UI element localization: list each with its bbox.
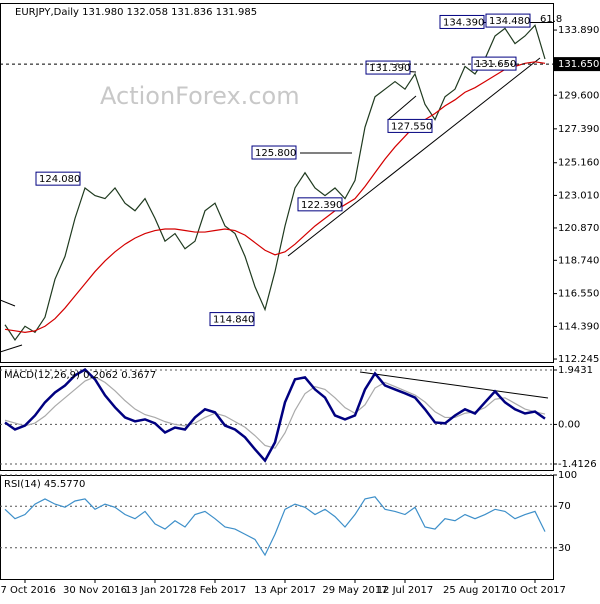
trend-line	[359, 371, 549, 399]
annotation-box	[485, 13, 531, 28]
annotation-label: 124.080	[39, 174, 80, 185]
y-tick-label: 1.9431	[558, 365, 593, 376]
x-tick-label: 13 Apr 2017	[254, 585, 316, 596]
y-tick-label: 116.550	[558, 289, 599, 300]
annotation-label: 131.650	[475, 59, 516, 70]
series-line	[4, 367, 546, 463]
series-line	[4, 376, 546, 449]
annotation-box	[387, 118, 433, 133]
x-tick-label: 28 Feb 2017	[184, 585, 246, 596]
annotation-box	[35, 171, 81, 186]
y-tick-label: 133.890	[558, 25, 599, 36]
series-line	[4, 496, 546, 557]
y-tick-label: 100	[558, 470, 577, 481]
series-line	[4, 61, 546, 333]
annotation-label: 134.390	[443, 17, 484, 28]
fib-label: 61.8	[540, 14, 562, 25]
y-tick-label: 125.160	[558, 158, 599, 169]
annotation-label: 131.390	[369, 63, 410, 74]
annotation-label: 122.390	[301, 200, 342, 211]
last-price-label: 131.650	[558, 59, 599, 70]
y-tick-label: 118.740	[558, 255, 599, 266]
annotation-box	[251, 145, 297, 160]
x-tick-label: 12 Jul 2017	[377, 585, 434, 596]
panel-frame	[0, 475, 554, 580]
y-tick-label: 129.600	[558, 90, 599, 101]
annotation-label: 127.550	[391, 121, 432, 132]
panel-frame	[0, 3, 554, 363]
x-tick-label: 30 Nov 2016	[63, 585, 127, 596]
panel-title: MACD(12,26,9) 0.2062 0.3677	[4, 370, 156, 381]
x-tick-label: 17 Oct 2016	[0, 585, 56, 596]
annotation-label: 134.480	[489, 16, 530, 27]
annotation-box	[209, 312, 255, 327]
trend-line	[0, 299, 16, 307]
watermark: ActionForex.com	[100, 82, 300, 110]
y-tick-label: 70	[558, 501, 571, 512]
trend-line	[0, 344, 23, 353]
annotation-box	[439, 14, 485, 29]
series-line	[4, 24, 546, 342]
last-price-box	[553, 57, 600, 72]
annotation-label: 125.800	[255, 148, 296, 159]
x-tick-label: 13 Jan 2017	[125, 585, 185, 596]
y-tick-label: 30	[558, 543, 571, 554]
y-tick-label: 112.245	[558, 354, 599, 365]
x-tick-label: 10 Oct 2017	[504, 585, 566, 596]
y-tick-label: 120.870	[558, 223, 599, 234]
annotation-box	[297, 197, 343, 212]
trend-line	[287, 57, 541, 257]
annotation-label: 114.840	[213, 315, 254, 326]
x-tick-label: 25 Aug 2017	[443, 585, 507, 596]
y-tick-label: -1.4126	[558, 459, 597, 470]
panel-title: EURJPY,Daily 131.980 132.058 131.836 131…	[15, 7, 257, 18]
y-tick-label: 127.390	[558, 124, 599, 135]
panel-title: RSI(14) 45.5770	[4, 479, 85, 490]
x-tick-label: 29 May 2017	[322, 585, 387, 596]
y-tick-label: 123.010	[558, 190, 599, 201]
trend-line	[387, 95, 417, 121]
panel-frame	[0, 366, 554, 471]
y-tick-label: 0.00	[558, 419, 580, 430]
y-tick-label: 114.390	[558, 321, 599, 332]
